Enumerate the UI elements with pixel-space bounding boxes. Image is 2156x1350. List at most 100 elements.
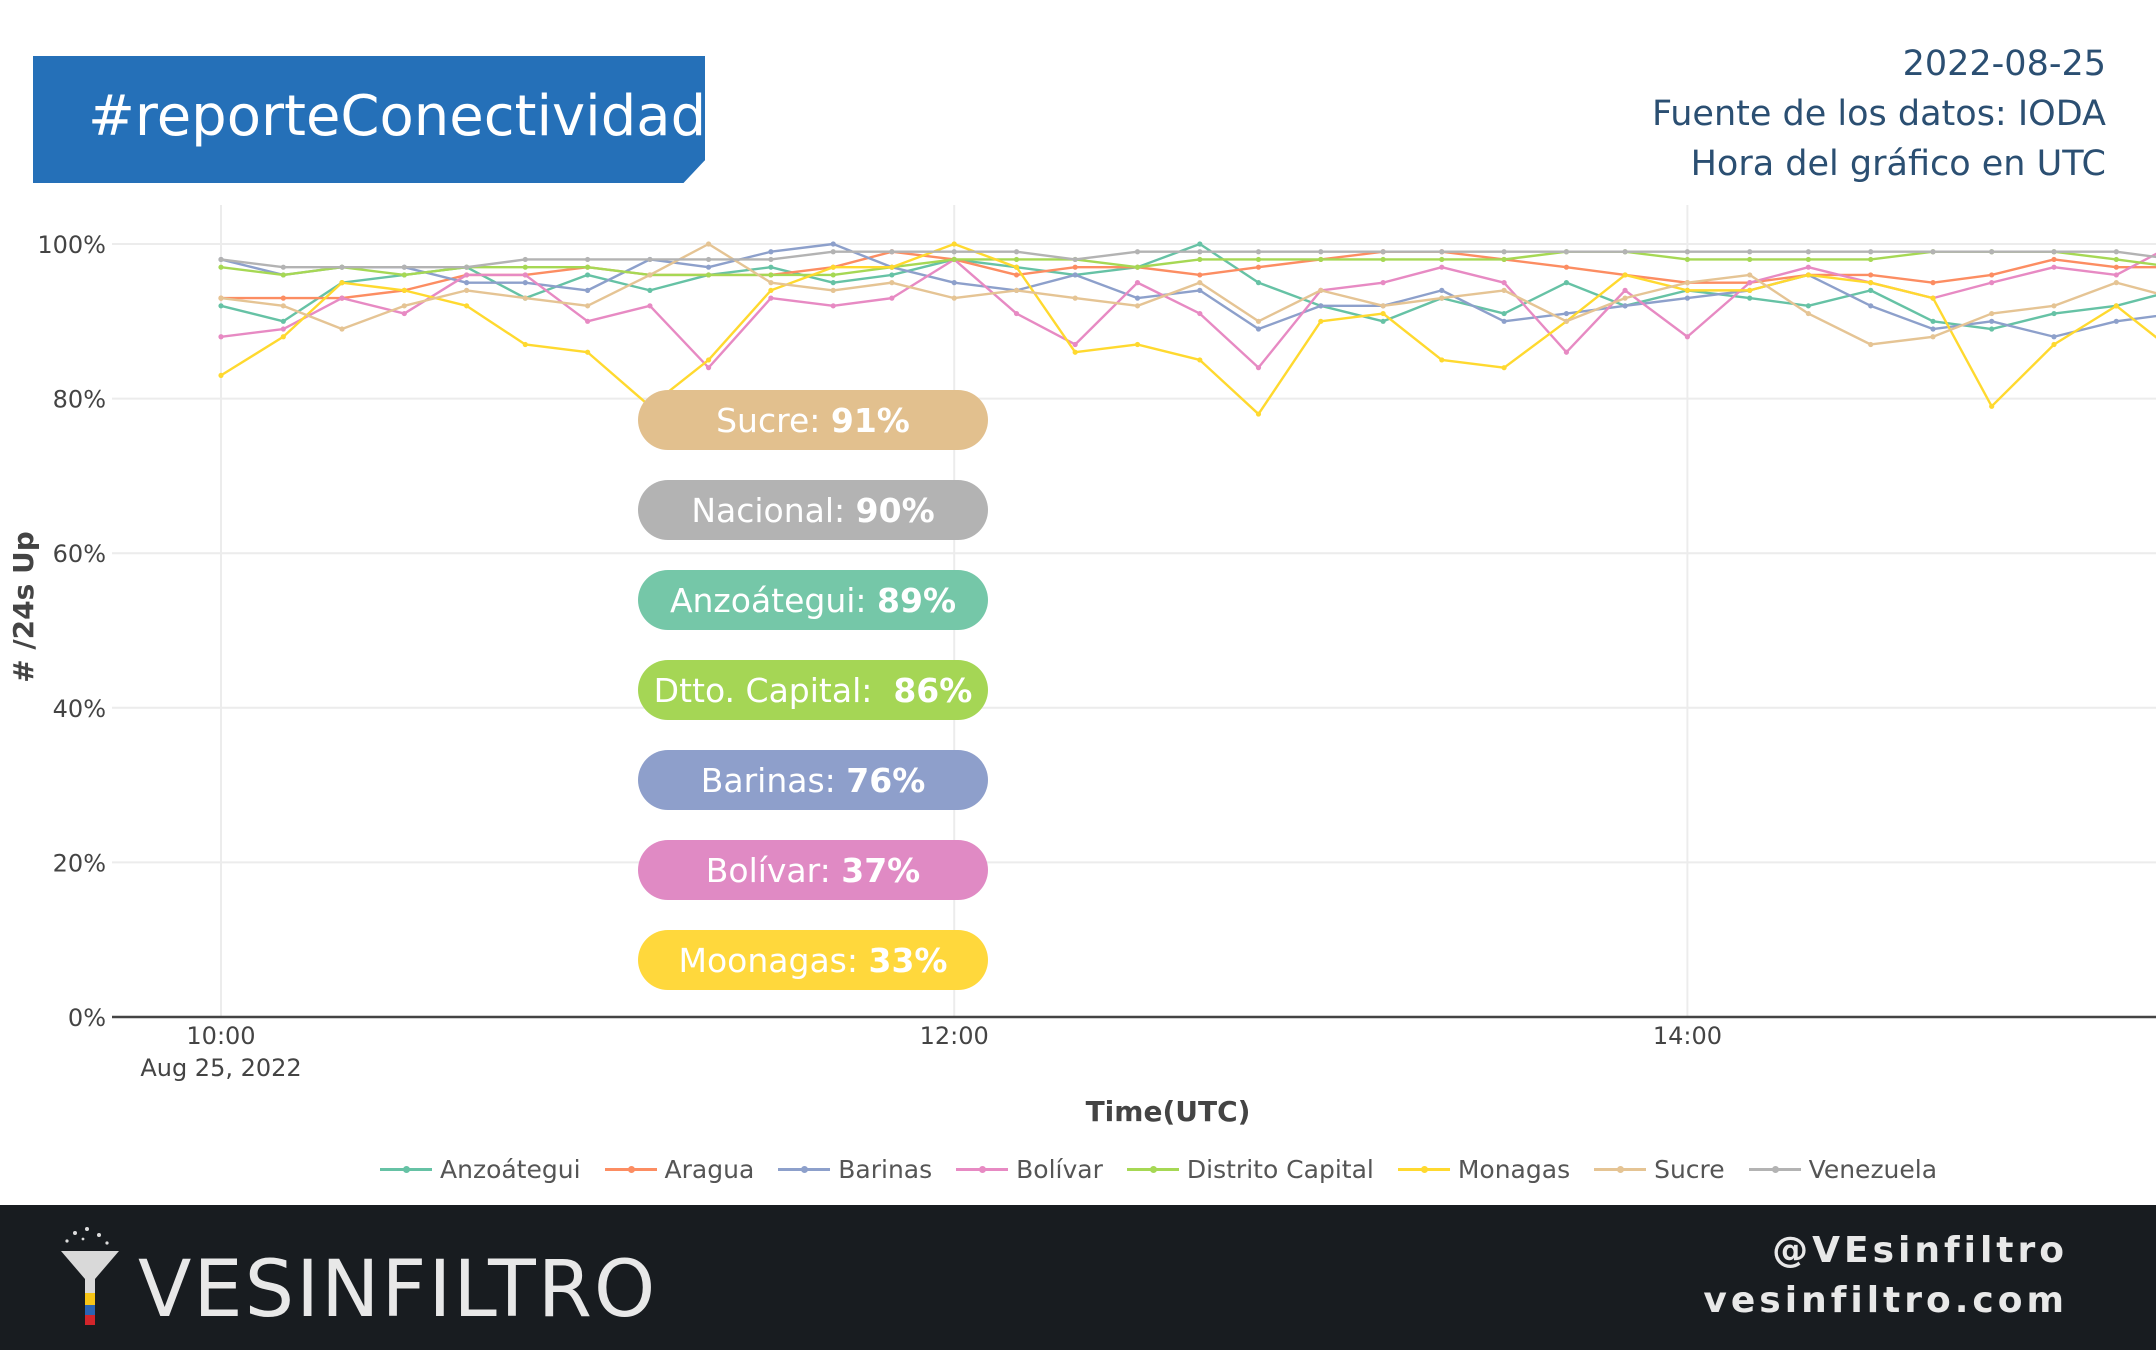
data-point <box>1622 287 1628 293</box>
data-point <box>1255 264 1262 270</box>
data-point <box>1747 287 1753 293</box>
data-point <box>1989 249 1995 255</box>
data-point <box>830 264 836 270</box>
data-point <box>585 272 591 278</box>
data-point <box>768 295 774 301</box>
data-point <box>1930 318 1936 324</box>
y-tick-label: 0% <box>68 1004 106 1032</box>
data-point <box>1501 280 1507 286</box>
data-point <box>1805 249 1811 255</box>
data-point <box>2113 264 2119 270</box>
data-point <box>1255 318 1262 324</box>
data-point <box>464 272 470 278</box>
data-point <box>951 256 957 263</box>
legend-item[interactable]: Anzoátegui <box>380 1155 581 1184</box>
badge-dtto-capital: Dtto. Capital: 86% <box>638 660 988 720</box>
data-point <box>2051 334 2057 340</box>
data-point <box>647 256 653 263</box>
data-point <box>585 287 591 293</box>
legend-item[interactable]: Bolívar <box>956 1155 1103 1184</box>
data-point <box>1380 303 1386 309</box>
legend-item[interactable]: Monagas <box>1397 1155 1570 1184</box>
data-point <box>280 272 286 278</box>
x-tick-label: 12:00 <box>920 1022 989 1050</box>
data-point <box>1501 365 1507 371</box>
data-point <box>1439 357 1445 363</box>
badge-value: 33% <box>868 940 948 980</box>
data-point <box>705 357 712 363</box>
data-point <box>1747 272 1753 278</box>
data-point <box>1072 272 1078 278</box>
legend-label: Distrito Capital <box>1186 1155 1374 1184</box>
data-point <box>889 272 895 278</box>
data-point <box>1439 264 1445 270</box>
data-point <box>830 272 836 278</box>
data-point <box>1318 256 1324 263</box>
legend-item[interactable]: Barinas <box>778 1155 932 1184</box>
data-point <box>768 287 774 293</box>
social-handle: @VEsinfiltro <box>1772 1230 2068 1271</box>
data-point <box>705 241 712 247</box>
legend-item[interactable]: Venezuela <box>1748 1155 1937 1184</box>
legend-swatch <box>1748 1166 1801 1173</box>
series-line <box>220 242 2156 338</box>
legend-label: Bolívar <box>1016 1155 1103 1184</box>
data-point <box>1563 264 1570 270</box>
data-point <box>1930 334 1936 340</box>
x-tick-label: 14:00 <box>1653 1022 1722 1050</box>
data-point <box>280 326 286 332</box>
legend-swatch <box>956 1166 1009 1173</box>
data-point <box>1318 249 1324 255</box>
badge-value: 90% <box>855 490 935 530</box>
data-point <box>951 280 957 286</box>
data-point <box>1563 249 1570 255</box>
data-point <box>1805 310 1811 317</box>
badge-moonagas: Moonagas: 33% <box>638 930 988 990</box>
legend-item[interactable]: Sucre <box>1594 1155 1725 1184</box>
data-point <box>522 295 528 301</box>
data-point <box>1563 310 1570 317</box>
legend-swatch <box>1594 1166 1647 1173</box>
data-point <box>585 349 591 355</box>
badge-label: Nacional: <box>691 490 856 530</box>
data-point <box>1255 365 1262 371</box>
data-point <box>585 264 591 270</box>
badge-value: 76% <box>846 760 926 800</box>
data-point <box>280 303 286 309</box>
data-point <box>280 264 286 270</box>
data-point <box>951 295 957 301</box>
data-point <box>1989 272 1995 278</box>
badge-barinas: Barinas: 76% <box>638 750 988 810</box>
data-point <box>1013 272 1020 278</box>
data-point <box>1684 295 1690 301</box>
data-point <box>401 264 407 270</box>
data-point <box>1989 280 1995 286</box>
data-point <box>768 272 774 278</box>
data-point <box>1747 295 1753 301</box>
data-point <box>1989 318 1995 324</box>
data-point <box>1439 256 1445 263</box>
data-point <box>1197 287 1203 293</box>
data-point <box>1563 318 1570 324</box>
legend-swatch <box>778 1166 831 1173</box>
legend-item[interactable]: Aragua <box>604 1155 754 1184</box>
data-point <box>647 287 653 293</box>
data-point <box>951 241 957 247</box>
data-point <box>647 272 653 278</box>
data-point <box>339 264 345 270</box>
data-point <box>768 249 774 255</box>
badge-value: 91% <box>830 400 910 440</box>
data-point <box>1013 310 1020 317</box>
data-point <box>889 249 895 255</box>
data-point <box>1380 318 1386 324</box>
series-barinas <box>218 241 2156 340</box>
data-point <box>401 310 407 317</box>
legend-item[interactable]: Distrito Capital <box>1126 1155 1374 1184</box>
hashtag-banner: #reporteConectividad <box>33 56 705 183</box>
series-venezuela <box>218 249 2156 270</box>
x-tick-label: 10:00 <box>186 1022 255 1050</box>
data-point <box>464 287 470 293</box>
data-point <box>1868 272 1874 278</box>
data-point <box>218 372 224 379</box>
data-point <box>401 272 407 278</box>
